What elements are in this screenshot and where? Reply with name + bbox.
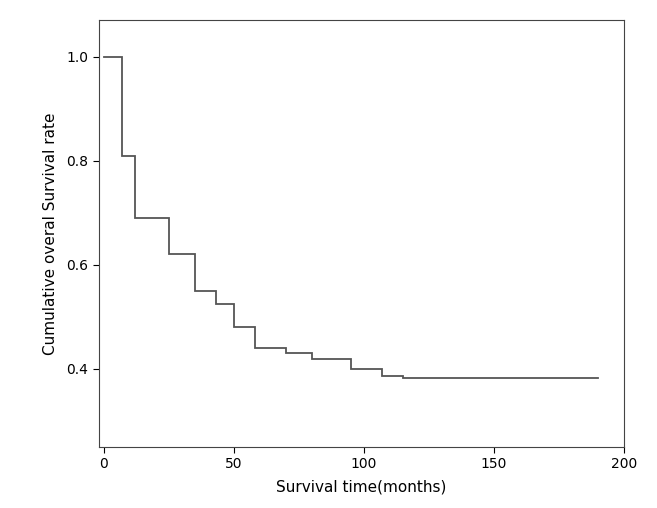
Y-axis label: Cumulative overal Survival rate: Cumulative overal Survival rate	[43, 112, 58, 355]
X-axis label: Survival time(months): Survival time(months)	[276, 480, 447, 495]
